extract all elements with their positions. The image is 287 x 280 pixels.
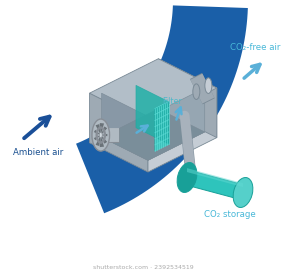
Polygon shape	[102, 109, 205, 160]
Ellipse shape	[92, 119, 110, 151]
Polygon shape	[100, 123, 104, 135]
Circle shape	[101, 39, 108, 46]
Circle shape	[87, 39, 94, 46]
Polygon shape	[94, 130, 101, 135]
Polygon shape	[155, 102, 169, 151]
Polygon shape	[148, 88, 217, 172]
Text: shutterstock.com · 2392534519: shutterstock.com · 2392534519	[93, 265, 193, 270]
Circle shape	[17, 60, 24, 67]
Circle shape	[42, 44, 53, 55]
Polygon shape	[96, 124, 101, 135]
Polygon shape	[101, 135, 107, 144]
Circle shape	[92, 41, 98, 46]
Circle shape	[38, 48, 47, 56]
Polygon shape	[90, 93, 148, 172]
Ellipse shape	[177, 162, 197, 192]
Circle shape	[55, 49, 63, 57]
Circle shape	[49, 46, 59, 56]
Polygon shape	[101, 134, 107, 136]
Ellipse shape	[205, 78, 212, 94]
Polygon shape	[148, 88, 205, 160]
Circle shape	[44, 50, 51, 57]
Circle shape	[17, 64, 22, 68]
Ellipse shape	[99, 132, 102, 138]
Circle shape	[25, 63, 30, 68]
Circle shape	[14, 62, 19, 68]
Polygon shape	[158, 59, 217, 137]
Ellipse shape	[193, 84, 200, 99]
Polygon shape	[94, 135, 101, 140]
Text: Ambient air: Ambient air	[13, 148, 63, 157]
Polygon shape	[100, 135, 104, 147]
Circle shape	[96, 37, 104, 45]
Text: Filter: Filter	[162, 97, 182, 106]
Ellipse shape	[233, 178, 253, 207]
Polygon shape	[101, 127, 107, 135]
Text: CO₂ storage: CO₂ storage	[204, 210, 256, 219]
Polygon shape	[136, 85, 169, 144]
Text: CO₂-free air: CO₂-free air	[230, 43, 280, 52]
Polygon shape	[96, 135, 101, 146]
Polygon shape	[102, 93, 148, 160]
Polygon shape	[187, 168, 243, 187]
Polygon shape	[76, 5, 248, 213]
Polygon shape	[186, 170, 244, 200]
Circle shape	[21, 61, 27, 67]
Circle shape	[90, 36, 100, 45]
Polygon shape	[90, 59, 217, 122]
